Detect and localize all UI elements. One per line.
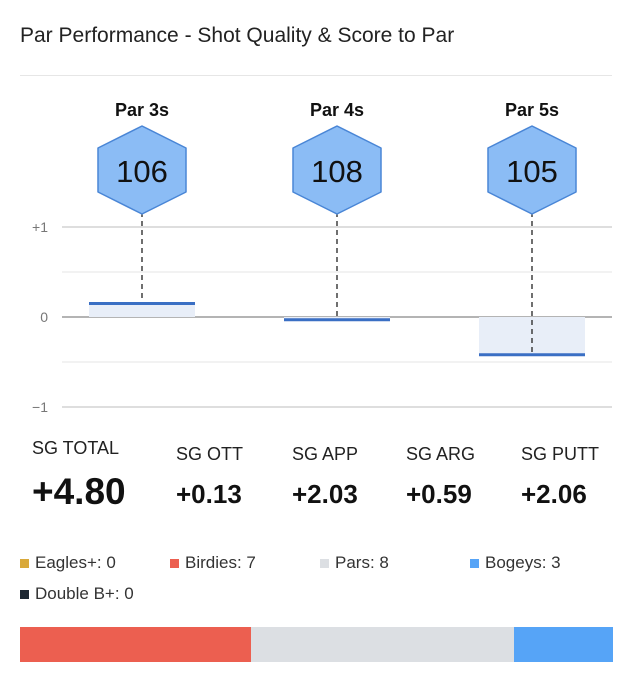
legend-item-bogeys: Bogeys: 3 (470, 553, 561, 573)
chart-title: Par Performance - Shot Quality & Score t… (20, 24, 455, 47)
sg-app: SG APP +2.03 (292, 444, 358, 510)
shot-quality-value: 105 (506, 154, 558, 189)
shot-quality-hexagon (487, 125, 577, 215)
distribution-segment-bogeys (514, 627, 613, 662)
sg-total: SG TOTAL +4.80 (32, 438, 126, 513)
distribution-segment-pars (250, 627, 515, 662)
par-performance-chart: +1 0 −1 Par 3s 106 Par 4s 108 Par 5s 105 (32, 100, 612, 415)
strokes-gained-row: SG TOTAL +4.80 SG OTT +0.13 SG APP +2.03… (0, 438, 632, 528)
distribution-segment-birdies (20, 627, 251, 662)
birdies-swatch (170, 558, 179, 568)
double-bogeys-swatch (20, 589, 29, 599)
sg-total-label: SG TOTAL (32, 438, 120, 458)
category-label: Par 5s (505, 100, 559, 120)
legend-item-double-bogeys: Double B+: 0 (20, 584, 134, 604)
legend-item-pars: Pars: 8 (320, 553, 389, 573)
sg-ott: SG OTT +0.13 (176, 444, 243, 510)
sg-ott-value: +0.13 (176, 479, 242, 509)
score-distribution-bar (20, 627, 613, 662)
sg-app-value: +2.03 (292, 479, 358, 509)
y-tick-label: +1 (32, 219, 48, 235)
legend-label-double-bogeys: Double B+: 0 (35, 584, 134, 603)
shot-quality-value: 106 (116, 154, 168, 189)
pars-swatch (320, 558, 329, 568)
shot-quality-value: 108 (311, 154, 363, 189)
sg-total-value: +4.80 (32, 471, 126, 512)
legend-label-pars: Pars: 8 (335, 553, 389, 572)
title-divider (20, 75, 612, 76)
bogeys-swatch (470, 558, 479, 568)
eagles-swatch (20, 558, 29, 568)
legend-label-birdies: Birdies: 7 (185, 553, 256, 572)
legend-label-bogeys: Bogeys: 3 (485, 553, 561, 572)
legend-item-birdies: Birdies: 7 (170, 553, 256, 573)
sg-putt: SG PUTT +2.06 (521, 444, 599, 510)
sg-arg-label: SG ARG (406, 444, 476, 464)
sg-app-label: SG APP (292, 444, 359, 464)
y-tick-label: 0 (40, 309, 48, 325)
shot-quality-hexagon (292, 125, 382, 215)
score-legend: Eagles+: 0 Birdies: 7 Pars: 8 Bogeys: 3 … (20, 553, 620, 613)
legend-item-eagles: Eagles+: 0 (20, 553, 116, 573)
y-tick-label: −1 (32, 399, 48, 415)
sg-arg: SG ARG +0.59 (406, 444, 475, 510)
legend-label-eagles: Eagles+: 0 (35, 553, 116, 572)
shot-quality-hexagon (97, 125, 187, 215)
sg-putt-value: +2.06 (521, 479, 587, 509)
category-label: Par 4s (310, 100, 364, 120)
bar-area (89, 303, 195, 317)
sg-arg-value: +0.59 (406, 479, 472, 509)
category-label: Par 3s (115, 100, 169, 120)
sg-putt-label: SG PUTT (521, 444, 600, 464)
sg-ott-label: SG OTT (176, 444, 243, 464)
